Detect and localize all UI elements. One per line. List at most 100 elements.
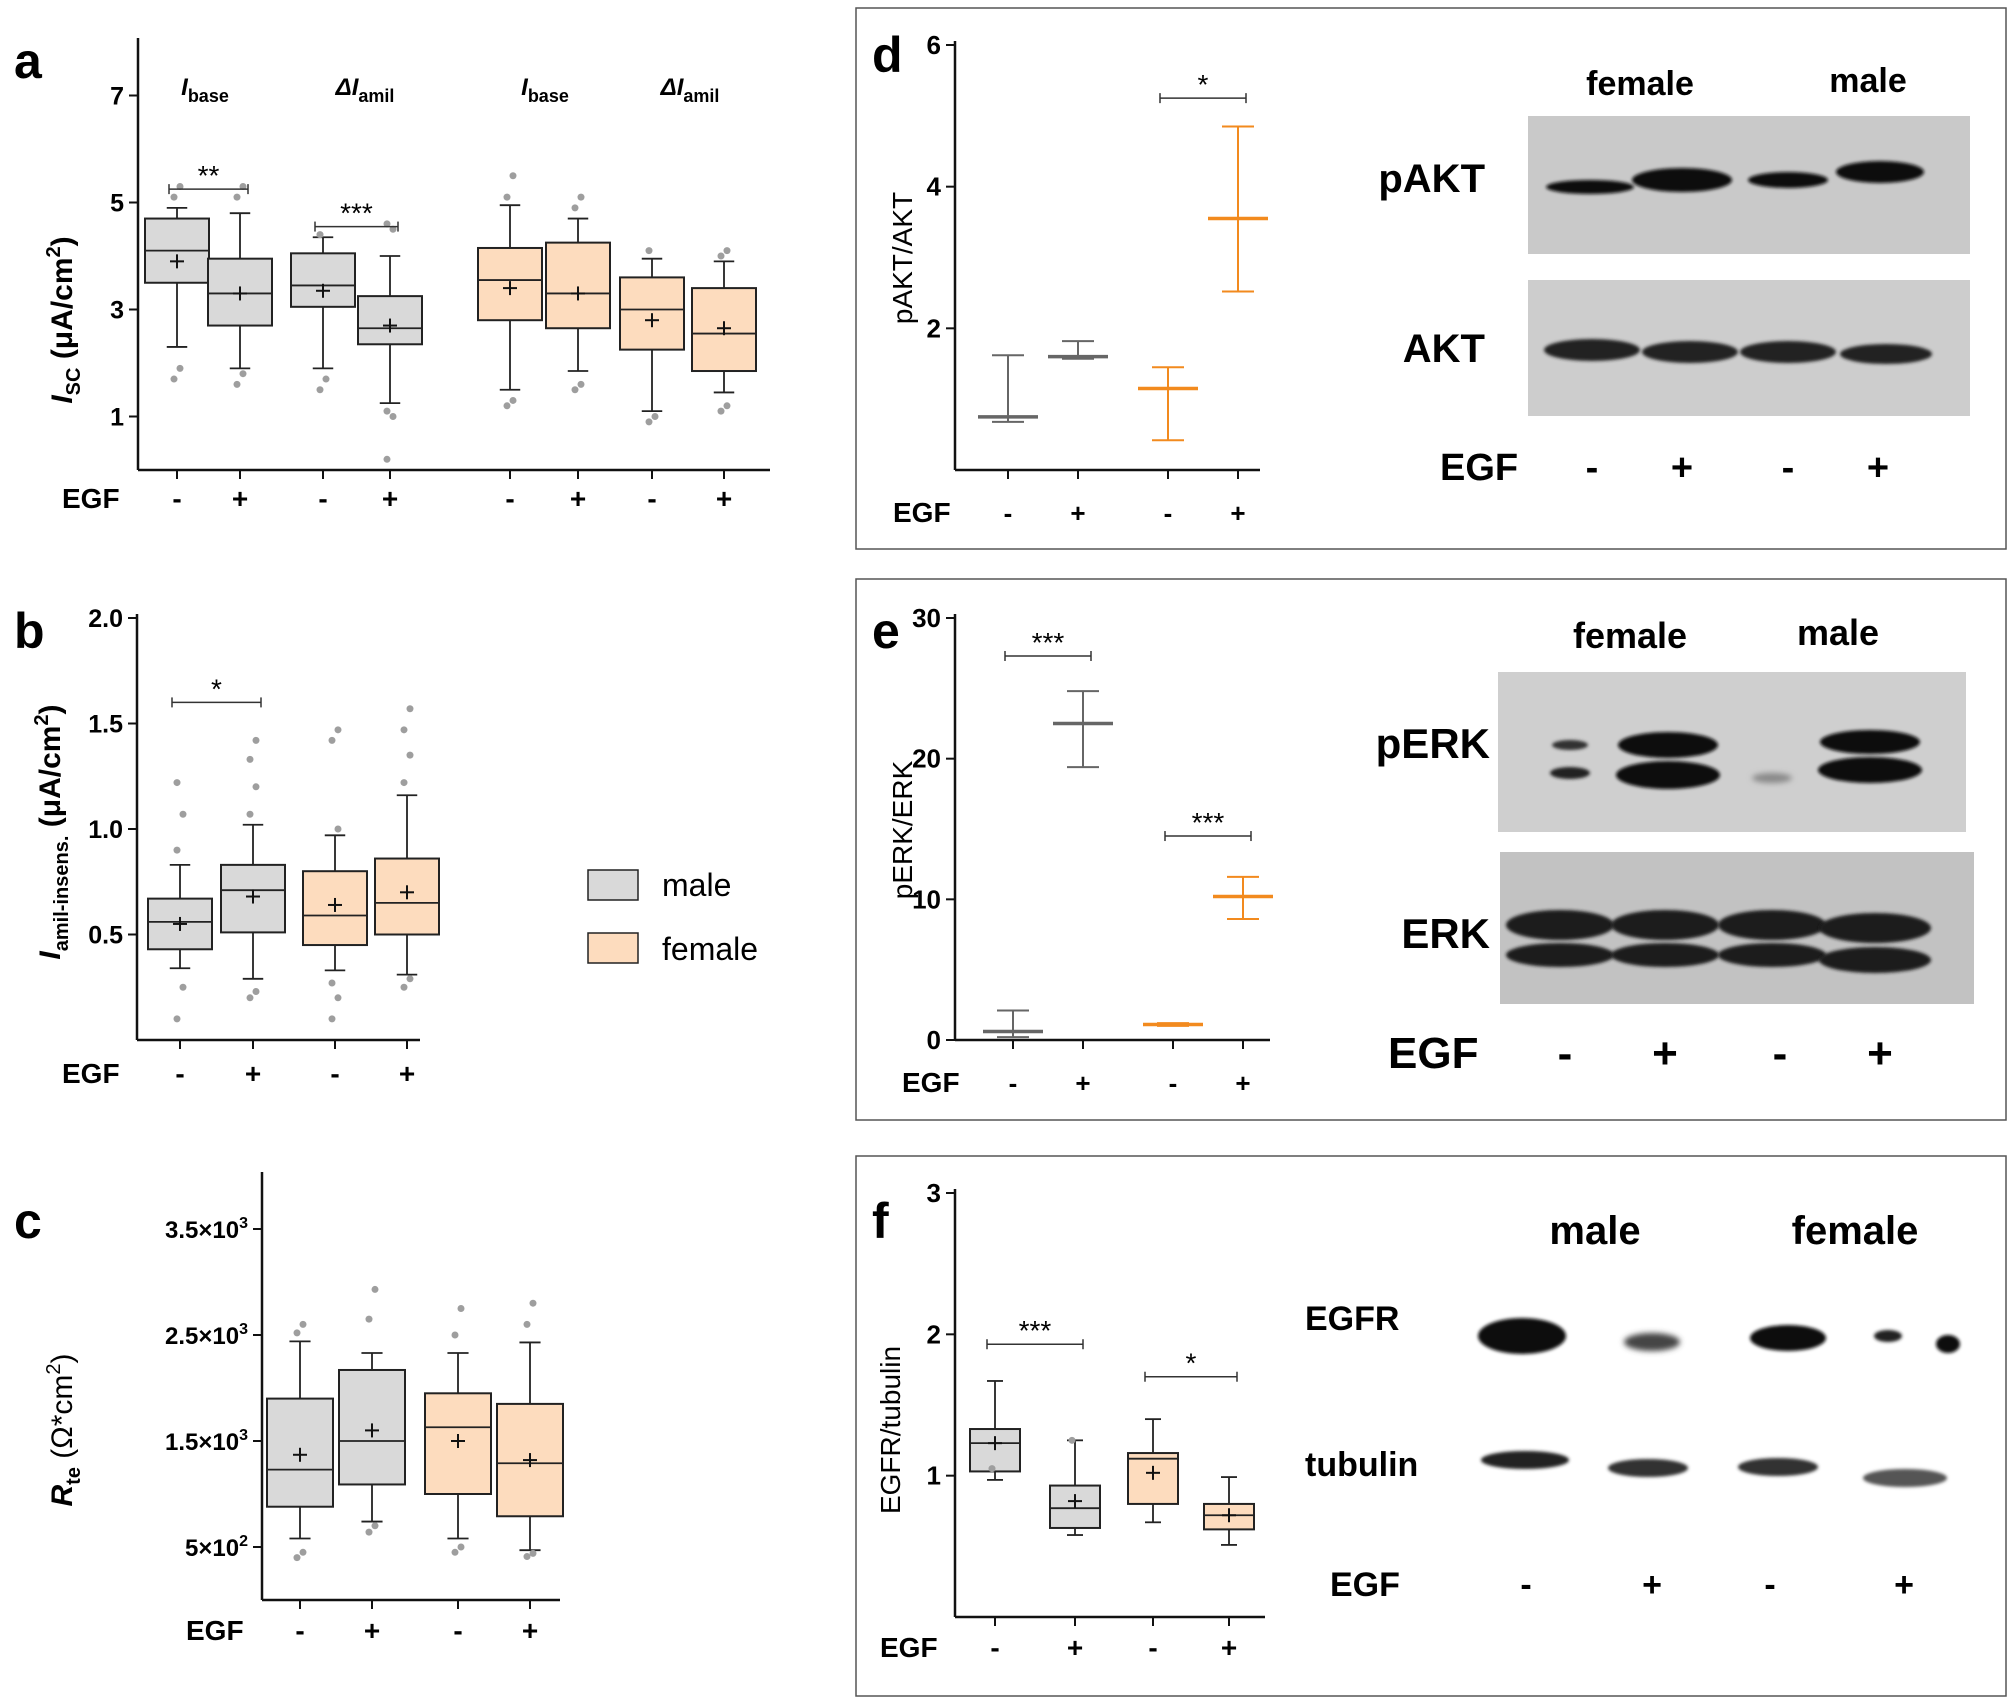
y-tick-label: 3: [927, 1178, 941, 1208]
outlier-point: [457, 1305, 465, 1312]
outlier-point: [246, 755, 254, 763]
outlier-point: [299, 1548, 307, 1556]
blot-f-egf-label: EGF: [1330, 1566, 1400, 1604]
outlier-point: [406, 975, 414, 983]
outlier-point: [334, 726, 342, 734]
legend-female-swatch: [587, 932, 639, 964]
outlier-point: [383, 220, 391, 228]
chart-d: 2 4 6 EGF - + - + *: [893, 30, 1268, 528]
blot-d-egf-2: +: [1671, 447, 1693, 489]
band: [1624, 1333, 1680, 1351]
y-tick-label: 1.5×103: [165, 1427, 248, 1456]
egf-axis-label: EGF: [893, 497, 951, 528]
outlier-point: [365, 1528, 373, 1536]
ylabel-e: pERK/ERK: [887, 760, 918, 899]
outlier-point: [529, 1549, 537, 1557]
egf-treatment-label: +: [522, 1615, 538, 1646]
y-tick-label: 6: [927, 30, 941, 60]
blot-e-group-2: male: [1797, 612, 1879, 653]
blot-f-egf-3: -: [1764, 1566, 1775, 1604]
panel-f-frame: [855, 1155, 2007, 1697]
band: [1748, 172, 1828, 188]
header-a-2: ΔIamil: [335, 74, 395, 106]
egf-treatment-label: +: [399, 1058, 415, 1089]
band: [1863, 1469, 1947, 1487]
outlier-point: [322, 375, 330, 383]
egf-treatment-label: -: [1004, 498, 1013, 528]
egf-treatment-label: +: [364, 1615, 380, 1646]
band: [1820, 730, 1920, 754]
significance-stars: *: [1198, 69, 1209, 100]
band: [1608, 1459, 1688, 1477]
blot-d-egf-label: EGF: [1440, 447, 1518, 489]
outlier-point: [233, 193, 241, 201]
outlier-point: [328, 1015, 336, 1023]
ylabel-a: ISC (μA/cm2): [43, 236, 85, 403]
egf-treatment-label: +: [1075, 1068, 1090, 1098]
blot-e: female male pERK ERK EGF - + - +: [1376, 612, 1974, 1078]
outlier-point: [509, 396, 517, 404]
significance-stars: *: [1186, 1348, 1197, 1379]
outlier-point: [1068, 1436, 1076, 1444]
blot-e-group-1: female: [1573, 615, 1687, 656]
egf-treatment-label: -: [330, 1058, 339, 1089]
band: [1478, 1318, 1566, 1354]
chart-e: 0 10 20 30 EGF - + - + *** ***: [902, 603, 1273, 1098]
band: [1874, 1330, 1902, 1342]
egf-treatment-label: +: [382, 483, 398, 514]
blot-e-egf-4: +: [1867, 1029, 1893, 1078]
y-tick-label: 5×102: [185, 1533, 248, 1562]
outlier-point: [406, 751, 414, 759]
egf-treatment-label: -: [172, 483, 181, 514]
band: [1836, 161, 1924, 183]
band: [1936, 1335, 1960, 1353]
blot-f-group-1: male: [1549, 1209, 1640, 1253]
legend-male-swatch: [587, 869, 639, 901]
egf-treatment-label: -: [647, 483, 656, 514]
band: [1546, 180, 1634, 194]
band: [1618, 732, 1718, 758]
panel-letter-f: f: [872, 1193, 889, 1249]
outlier-point: [571, 204, 579, 212]
egf-axis-label: EGF: [880, 1632, 938, 1663]
outlier-point: [179, 810, 187, 818]
band: [1750, 1325, 1826, 1351]
band: [1818, 757, 1922, 783]
outlier-point: [400, 983, 408, 991]
y-tick-label: 7: [110, 83, 124, 111]
legend-female-label: female: [662, 931, 758, 967]
outlier-point: [293, 1329, 301, 1337]
egf-treatment-label: +: [232, 483, 248, 514]
egf-treatment-label: +: [1235, 1068, 1250, 1098]
outlier-point: [457, 1543, 465, 1551]
blot-f: male female EGFR tubulin EGF - + - +: [1305, 1209, 1960, 1604]
outlier-point: [328, 736, 336, 744]
outlier-point: [173, 779, 181, 787]
outlier-point: [173, 1015, 181, 1023]
outlier-point: [717, 252, 725, 260]
outlier-point: [717, 407, 725, 415]
band: [1544, 339, 1640, 361]
outlier-point: [170, 193, 178, 201]
blot-d-egf-3: -: [1782, 447, 1795, 489]
outlier-point: [316, 231, 324, 239]
significance-stars: ***: [1192, 807, 1225, 838]
outlier-point: [170, 375, 178, 383]
blot-f-row-1: EGFR: [1305, 1300, 1399, 1338]
panel-letter-c: c: [14, 1193, 42, 1249]
blot-e-egf-label: EGF: [1388, 1029, 1478, 1078]
box-female: [545, 241, 611, 330]
blot-d-row-1: pAKT: [1378, 157, 1485, 201]
outlier-point: [239, 182, 247, 190]
egf-treatment-label: -: [318, 483, 327, 514]
egf-treatment-label: +: [716, 483, 732, 514]
blot-e-egf-3: -: [1773, 1029, 1788, 1078]
outlier-point: [503, 402, 511, 410]
outlier-point: [451, 1331, 459, 1339]
egf-treatment-label: -: [175, 1058, 184, 1089]
blot-e-egf-2: +: [1652, 1029, 1678, 1078]
outlier-point: [723, 247, 731, 255]
egf-treatment-label: +: [1070, 498, 1085, 528]
header-a-3: Ibase: [521, 74, 569, 106]
